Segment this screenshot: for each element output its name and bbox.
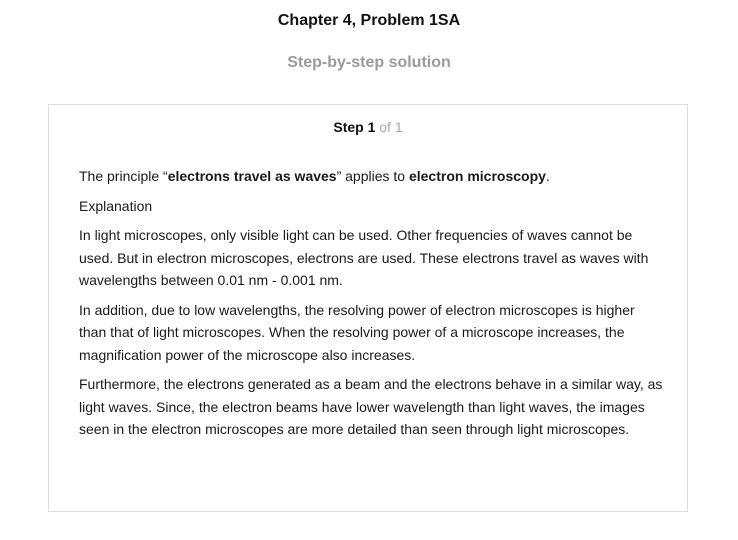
- intro-suffix: .: [545, 168, 550, 184]
- intro-term-electrons-waves: electrons travel as waves: [167, 168, 337, 184]
- intro-middle: ” applies to: [336, 168, 409, 184]
- step-label: Step 1: [333, 119, 376, 135]
- explanation-heading: Explanation: [79, 197, 153, 214]
- page-title: Chapter 4, Problem 1SA: [277, 12, 461, 29]
- intro-paragraph: The principle “electrons travel as waves…: [79, 165, 664, 188]
- intro-term-electron-microscopy: electron microscopy: [408, 168, 546, 184]
- intro-prefix: The principle “: [79, 168, 168, 184]
- paragraph-light-microscopes: In light microscopes, only visible light…: [79, 227, 649, 288]
- step-content: The principle “electrons travel as waves…: [79, 165, 664, 448]
- page-subtitle: Step-by-step solution: [287, 54, 451, 71]
- solution-card: Step 1 of 1 The principle “electrons tra…: [48, 104, 688, 512]
- paragraph-electron-beams: Furthermore, the electrons generated as …: [79, 376, 663, 437]
- step-of-count: of 1: [379, 119, 403, 135]
- step-header: Step 1 of 1: [49, 119, 687, 135]
- paragraph-resolving-power: In addition, due to low wavelengths, the…: [79, 301, 635, 363]
